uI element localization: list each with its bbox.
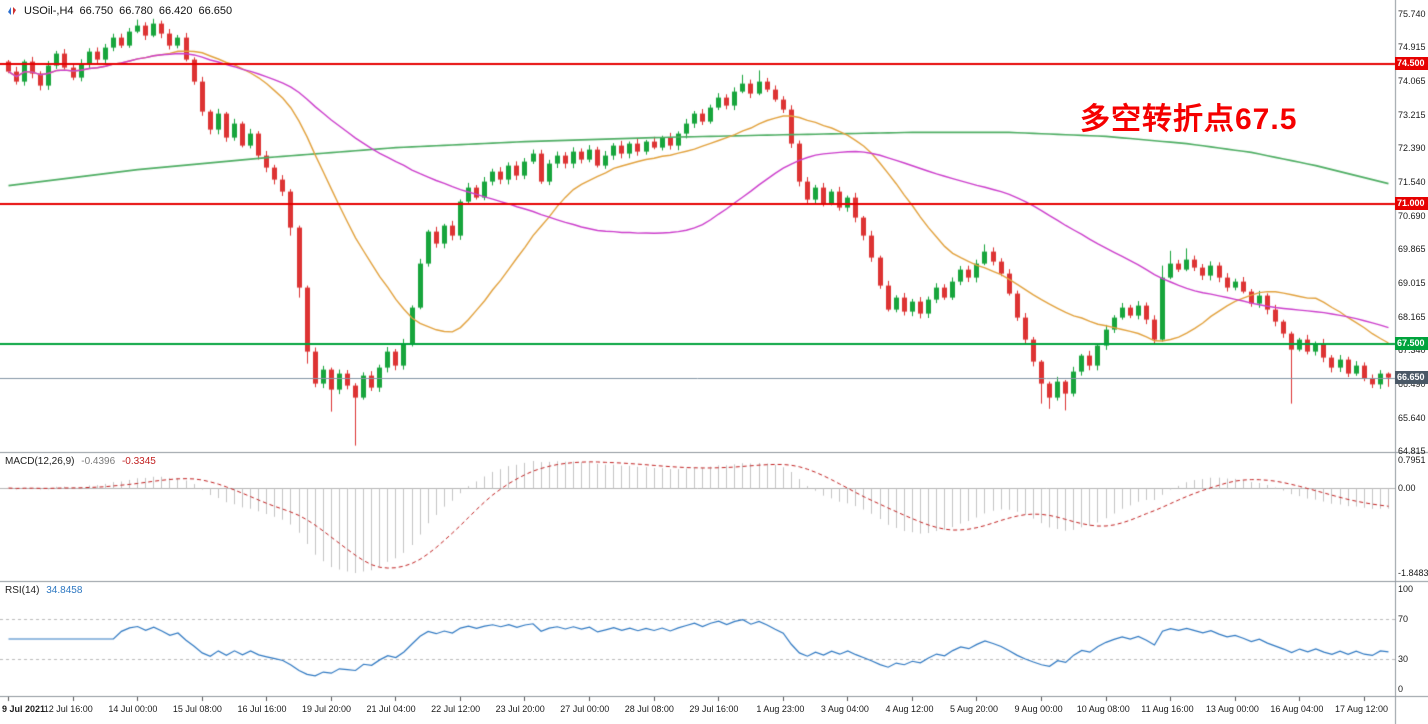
time-axis-label: 28 Jul 08:00 xyxy=(624,704,674,714)
time-axis-label: 16 Jul 16:00 xyxy=(237,704,287,714)
macd-value: -0.4396 xyxy=(81,456,116,467)
price-axis-label: 74.915 xyxy=(1398,42,1426,52)
time-axis-label: 15 Jul 08:00 xyxy=(172,704,222,714)
time-axis-label: 14 Jul 00:00 xyxy=(108,704,158,714)
price-axis-label: 75.740 xyxy=(1398,9,1426,19)
macd-name: MACD(12,26,9) xyxy=(5,456,75,467)
time-axis-label: 10 Aug 08:00 xyxy=(1076,704,1130,714)
time-axis-label: 12 Jul 16:00 xyxy=(43,704,93,714)
rsi-scale-label: 0 xyxy=(1398,684,1404,694)
price-axis[interactable]: 75.740 74.915 74.065 73.215 72.390 71.540 70.6… xyxy=(1396,0,1428,724)
price-axis-label: 64.815 xyxy=(1398,446,1426,456)
rsi-name: RSI(14) xyxy=(5,585,40,596)
price-axis-label: 74.065 xyxy=(1398,76,1426,86)
rsi-label: RSI(14) 34.8458 xyxy=(5,585,82,596)
rsi-value: 34.8458 xyxy=(46,585,83,596)
price-axis-label: 68.165 xyxy=(1398,312,1426,322)
time-axis-label: 22 Jul 12:00 xyxy=(431,704,481,714)
symbol-name: USOil-,H4 xyxy=(24,5,74,17)
time-axis-label: 23 Jul 20:00 xyxy=(495,704,545,714)
price-axis-label: 71.540 xyxy=(1398,177,1426,187)
time-axis-label: 9 Aug 00:00 xyxy=(1014,704,1063,714)
price-axis-label: 69.015 xyxy=(1398,278,1426,288)
price-axis-label: 69.865 xyxy=(1398,244,1426,254)
macd-label: MACD(12,26,9) -0.4396 -0.3345 xyxy=(5,456,156,467)
time-axis-label: 19 Jul 20:00 xyxy=(302,704,352,714)
time-axis-label: 16 Aug 04:00 xyxy=(1270,704,1324,714)
rsi-scale-label: 100 xyxy=(1398,584,1414,594)
time-axis-label: 4 Aug 12:00 xyxy=(885,704,934,714)
time-axis-label: 27 Jul 00:00 xyxy=(560,704,610,714)
ohlc-close: 66.650 xyxy=(198,5,233,17)
time-axis-label: 29 Jul 16:00 xyxy=(689,704,739,714)
price-axis-label: 65.640 xyxy=(1398,413,1426,423)
time-axis-label: 21 Jul 04:00 xyxy=(366,704,416,714)
price-axis-label: 66.490 xyxy=(1398,379,1426,389)
time-axis-label: 5 Aug 20:00 xyxy=(950,704,999,714)
macd-scale-label: 0.00 xyxy=(1398,483,1416,493)
time-axis-label: 1 Aug 23:00 xyxy=(756,704,805,714)
macd-scale-label: 0.7951 xyxy=(1398,455,1426,465)
rsi-scale-label: 70 xyxy=(1398,614,1409,624)
time-axis-label: 17 Aug 12:00 xyxy=(1334,704,1389,714)
macd-pane[interactable] xyxy=(0,453,1395,581)
symbol-icon xyxy=(6,5,18,17)
time-axis[interactable]: 9 Jul 2021 12 Jul 16:00 14 Jul 00:00 15 Jul… xyxy=(0,702,1428,724)
main-chart-pane[interactable] xyxy=(0,0,1395,452)
time-axis-label: 9 Jul 2021 xyxy=(2,704,46,714)
time-axis-label: 13 Aug 00:00 xyxy=(1205,704,1259,714)
rsi-scale-label: 30 xyxy=(1398,654,1409,664)
time-axis-label: 11 Aug 16:00 xyxy=(1141,704,1194,714)
symbol-header: USOil-,H4 66.750 66.780 66.420 66.650 xyxy=(6,5,232,17)
price-axis-label: 72.390 xyxy=(1398,143,1426,153)
rsi-pane[interactable] xyxy=(0,582,1395,696)
annotation-text: 多空转折点67.5 xyxy=(1080,103,1298,136)
time-axis-label: 3 Aug 04:00 xyxy=(820,704,869,714)
price-axis-label: 73.215 xyxy=(1398,110,1426,120)
ohlc-high: 66.780 xyxy=(119,5,153,17)
ohlc-low: 66.420 xyxy=(158,5,193,17)
macd-signal-value: -0.3345 xyxy=(121,456,156,467)
macd-scale-label: -1.8483 xyxy=(1398,568,1428,578)
price-axis-label: 70.690 xyxy=(1398,211,1426,221)
price-axis-label: 67.340 xyxy=(1398,345,1426,355)
ohlc-open: 66.750 xyxy=(79,5,114,17)
